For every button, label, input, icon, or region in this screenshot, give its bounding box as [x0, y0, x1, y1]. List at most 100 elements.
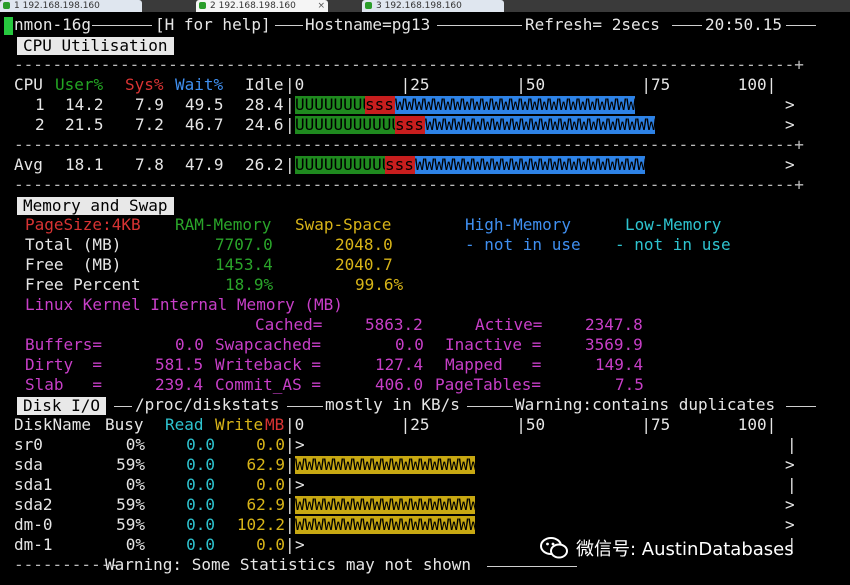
bar-end-marker: >: [785, 455, 795, 474]
high-memory-status: - not in use: [465, 235, 581, 254]
bar-border: |: [285, 515, 295, 534]
disk-source: /proc/diskstats: [135, 395, 280, 414]
bar-border: |: [285, 455, 295, 474]
disk-read: 0.0: [186, 535, 215, 554]
cpu-sys: 7.2: [135, 115, 164, 134]
session-status-icon: [199, 2, 206, 9]
cpu-wait-bar: WWWWWWWWWWWWWWWWWWWWWWWWWWWWWWWW: [395, 96, 635, 114]
disk-warning: Warning:contains duplicates: [515, 395, 776, 414]
cpu-user: 14.2: [65, 95, 104, 114]
cpu-wait: 46.7: [185, 115, 224, 134]
disk-name: sda1: [14, 475, 53, 494]
mapped-value: 149.4: [595, 355, 644, 374]
wechat-icon: [540, 537, 568, 559]
dirty-value: 581.5: [155, 355, 204, 374]
cpu-idle: 24.6: [245, 115, 284, 134]
buffers-label: Buffers=: [25, 335, 103, 354]
divider: [287, 406, 323, 408]
free-swap: 2040.7: [335, 255, 393, 274]
dirty-label: Dirty =: [25, 355, 103, 374]
disk-col-busy: Busy: [105, 415, 144, 434]
commit-as-value: 406.0: [375, 375, 424, 394]
cpu-col-sys: Sys%: [125, 75, 164, 94]
footer-border: -----------: [14, 555, 120, 574]
terminal-tab-1[interactable]: 1 192.168.198.160: [0, 0, 142, 12]
disk-read: 0.0: [186, 455, 215, 474]
swapcached-label: Swapcached=: [215, 335, 321, 354]
cpu-border-top: ----------------------------------------…: [14, 55, 804, 74]
bar-end-marker: >: [785, 155, 795, 174]
bar-border: |: [285, 535, 295, 554]
bar-end-marker: >: [785, 495, 795, 514]
total-swap: 2048.0: [335, 235, 393, 254]
terminal-tab-2[interactable]: 2 192.168.198.160 ×: [196, 0, 328, 12]
disk-write: 0.0: [256, 475, 285, 494]
hostname: Hostname=pg13: [305, 15, 431, 34]
cpu-idle: 28.4: [245, 95, 284, 114]
cpu-border-bottom: ----------------------------------------…: [14, 175, 804, 194]
bar-end-marker: |: [787, 435, 797, 454]
disk-busy: 0%: [125, 535, 145, 554]
cpu-user-bar: UUUUUUUUUUUUUU: [295, 156, 385, 174]
cached-label: Cached=: [255, 315, 323, 334]
bar-border: |: [285, 495, 295, 514]
divider: [786, 25, 816, 27]
cpu-sys: 7.9: [135, 95, 164, 114]
disk-write: 0.0: [256, 535, 285, 554]
writeback-value: 127.4: [375, 355, 424, 374]
cpu-separator: ----------------------------------------…: [14, 135, 804, 154]
session-status-icon: [365, 2, 372, 9]
cpu-sys-bar: sssss: [365, 96, 395, 114]
cpu-scale: |0 |25 |50 |75 100|: [285, 75, 777, 94]
bar-end-marker: |: [787, 475, 797, 494]
terminal-tab-bar: 1 192.168.198.160 2 192.168.198.160 × 3 …: [0, 0, 850, 12]
bar-border: |: [285, 95, 295, 114]
terminal-tab-3[interactable]: 3 192.168.198.160: [362, 0, 504, 12]
kernel-memory-header: Linux Kernel Internal Memory (MB): [25, 295, 343, 314]
ram-header: RAM-Memory: [175, 215, 272, 234]
bar-border: |: [285, 155, 295, 174]
cpu-idle: 26.2: [245, 155, 284, 174]
cpu-id: 1: [35, 95, 45, 114]
disk-name: sda2: [14, 495, 53, 514]
disk-busy: 59%: [116, 455, 145, 474]
session-status-icon: [3, 2, 10, 9]
total-ram: 7707.0: [215, 235, 273, 254]
disk-scale: |0 |25 |50 |75 100|: [285, 415, 777, 434]
divider: [467, 406, 513, 408]
cpu-col-wait: Wait%: [175, 75, 224, 94]
low-memory-header: Low-Memory: [625, 215, 722, 234]
cpu-wait: 49.5: [185, 95, 224, 114]
cpu-wait-bar: WWWWWWWWWWWWWWWWWWWWWWWWWWWWWWW: [415, 156, 645, 174]
program-name: nmon-16g: [14, 15, 92, 34]
disk-name: dm-0: [14, 515, 53, 534]
swapcached-value: 0.0: [395, 335, 424, 354]
terminal-cursor: [4, 17, 13, 35]
divider: [437, 25, 522, 27]
writeback-label: Writeback =: [215, 355, 321, 374]
inactive-value: 3569.9: [585, 335, 643, 354]
wechat-watermark: 微信号: AustinDatabases: [540, 534, 794, 562]
bar-end-marker: >: [785, 95, 795, 114]
bar-zero-marker: >: [295, 475, 305, 494]
commit-as-label: Commit_AS =: [215, 375, 321, 394]
divider: [672, 25, 702, 27]
bar-zero-marker: >: [295, 535, 305, 554]
cpu-id: 2: [35, 115, 45, 134]
bar-border: |: [285, 475, 295, 494]
tab-label: 3 192.168.198.160: [376, 1, 462, 11]
disk-busy-bar: WWWWWWWWWWWWWWWWWWWWWWWWWWWWWWWWWWWWWWWW…: [295, 456, 475, 474]
swap-header: Swap-Space: [295, 215, 392, 234]
bar-border: |: [285, 115, 295, 134]
slab-value: 239.4: [155, 375, 204, 394]
disk-busy: 0%: [125, 475, 145, 494]
disk-write: 0.0: [256, 435, 285, 454]
divider: [92, 25, 152, 27]
disk-col-read: Read: [165, 415, 204, 434]
close-tab-icon[interactable]: ×: [317, 1, 325, 11]
divider: [786, 406, 816, 408]
pagetables-label: PageTables=: [435, 375, 541, 394]
disk-name: sda: [14, 455, 43, 474]
active-value: 2347.8: [585, 315, 643, 334]
buffers-value: 0.0: [175, 335, 204, 354]
